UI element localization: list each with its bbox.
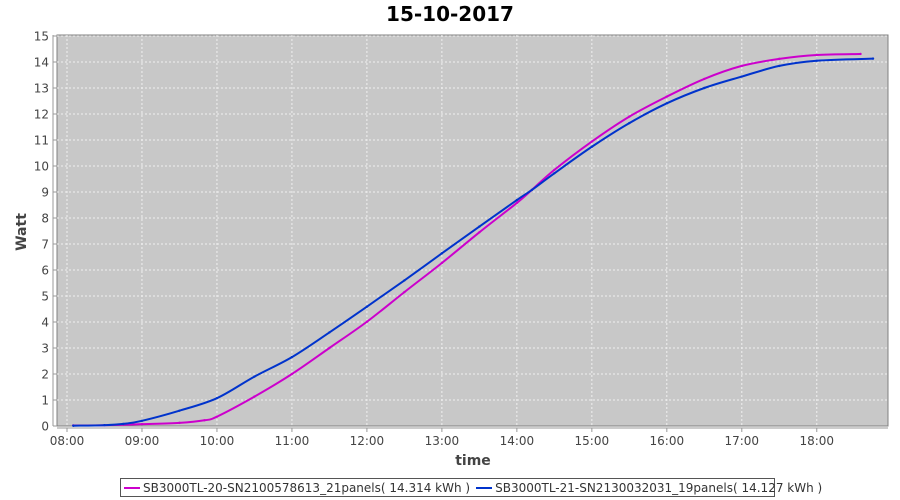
- data-point: [871, 57, 875, 60]
- legend-label: SB3000TL-21-SN2130032031_19panels( 14.12…: [495, 480, 823, 495]
- y-tick-label: 14: [34, 56, 49, 70]
- y-tick-label: 6: [41, 264, 49, 278]
- legend-label: SB3000TL-20-SN2100578613_21panels( 14.31…: [143, 480, 471, 495]
- data-point: [628, 121, 631, 125]
- series-line-2: [73, 57, 874, 427]
- x-tick-label: 15:00: [575, 434, 610, 448]
- x-axis-label: time: [455, 453, 491, 469]
- x-tick-label: 18:00: [799, 434, 834, 448]
- data-point: [122, 422, 125, 426]
- grid-lines: [57, 35, 888, 426]
- data-point: [290, 372, 294, 376]
- legend-item: SB3000TL-20-SN2100578613_21panels( 14.31…: [124, 481, 470, 495]
- data-point: [72, 424, 75, 427]
- data-point: [403, 290, 406, 294]
- y-tick-label: 7: [41, 238, 49, 252]
- y-tick-label: 4: [41, 316, 49, 330]
- x-tick-label: 10:00: [200, 434, 235, 448]
- data-point: [553, 172, 556, 175]
- data-point: [703, 86, 706, 90]
- data-point: [815, 53, 818, 57]
- data-point: [203, 419, 206, 422]
- series-group: [72, 52, 875, 427]
- data-point: [253, 395, 256, 398]
- x-tick-label: 14:00: [500, 434, 535, 448]
- data-point: [590, 140, 594, 143]
- y-tick-label: 9: [41, 186, 49, 200]
- legend-swatch: [476, 486, 493, 489]
- data-point: [778, 57, 781, 61]
- y-tick-label: 3: [41, 342, 49, 356]
- legend-item: SB3000TL-21-SN2130032031_19panels( 14.12…: [476, 481, 822, 495]
- data-point: [365, 320, 369, 323]
- data-point: [178, 421, 181, 425]
- data-point: [215, 415, 219, 418]
- data-point: [628, 115, 631, 118]
- data-point: [478, 225, 481, 228]
- data-point: [290, 355, 294, 359]
- data-point: [253, 375, 256, 378]
- y-tick-label: 10: [34, 160, 49, 174]
- x-tick-label: 11:00: [275, 434, 310, 448]
- data-point: [440, 261, 444, 265]
- data-point: [665, 95, 669, 98]
- y-tick-label: 8: [41, 212, 49, 226]
- data-point: [703, 77, 706, 81]
- legend: SB3000TL-20-SN2100578613_21panels( 14.31…: [120, 478, 822, 497]
- data-point: [515, 201, 519, 205]
- y-tick-label: 12: [34, 108, 49, 122]
- data-point: [590, 145, 594, 148]
- data-point: [140, 422, 144, 426]
- data-point: [328, 346, 331, 350]
- data-point: [553, 168, 556, 172]
- data-point: [740, 64, 743, 68]
- data-point: [515, 198, 519, 202]
- data-point: [778, 64, 781, 68]
- data-point: [740, 75, 743, 78]
- x-tick-label: 17:00: [724, 434, 759, 448]
- data-point: [815, 59, 818, 62]
- y-tick-label: 5: [41, 290, 49, 304]
- x-tick-label: 12:00: [350, 434, 385, 448]
- data-point: [103, 424, 106, 427]
- data-point: [665, 102, 669, 105]
- x-tick-label: 13:00: [425, 434, 460, 448]
- y-tick-label: 0: [41, 420, 49, 434]
- data-point: [440, 252, 444, 255]
- data-point: [140, 419, 144, 422]
- data-point: [859, 52, 862, 56]
- y-tick-label: 2: [41, 368, 49, 382]
- legend-swatch: [124, 486, 140, 489]
- chart-title: 15-10-2017: [386, 2, 514, 26]
- data-point: [478, 231, 481, 234]
- y-tick-label: 13: [34, 82, 49, 96]
- x-tick-label: 09:00: [125, 434, 160, 448]
- y-tick-label: 11: [34, 134, 49, 148]
- y-tick-label: 1: [41, 394, 49, 408]
- data-point: [403, 279, 406, 282]
- series-line-1: [73, 52, 861, 427]
- data-point: [328, 331, 331, 334]
- data-point: [365, 305, 369, 308]
- data-point: [215, 396, 219, 400]
- data-point: [530, 188, 534, 192]
- y-tick-label: 15: [34, 30, 49, 44]
- x-tick-label: 16:00: [650, 434, 685, 448]
- y-axis-label: Watt: [14, 213, 30, 251]
- x-tick-label: 08:00: [50, 434, 85, 448]
- data-point: [178, 409, 181, 412]
